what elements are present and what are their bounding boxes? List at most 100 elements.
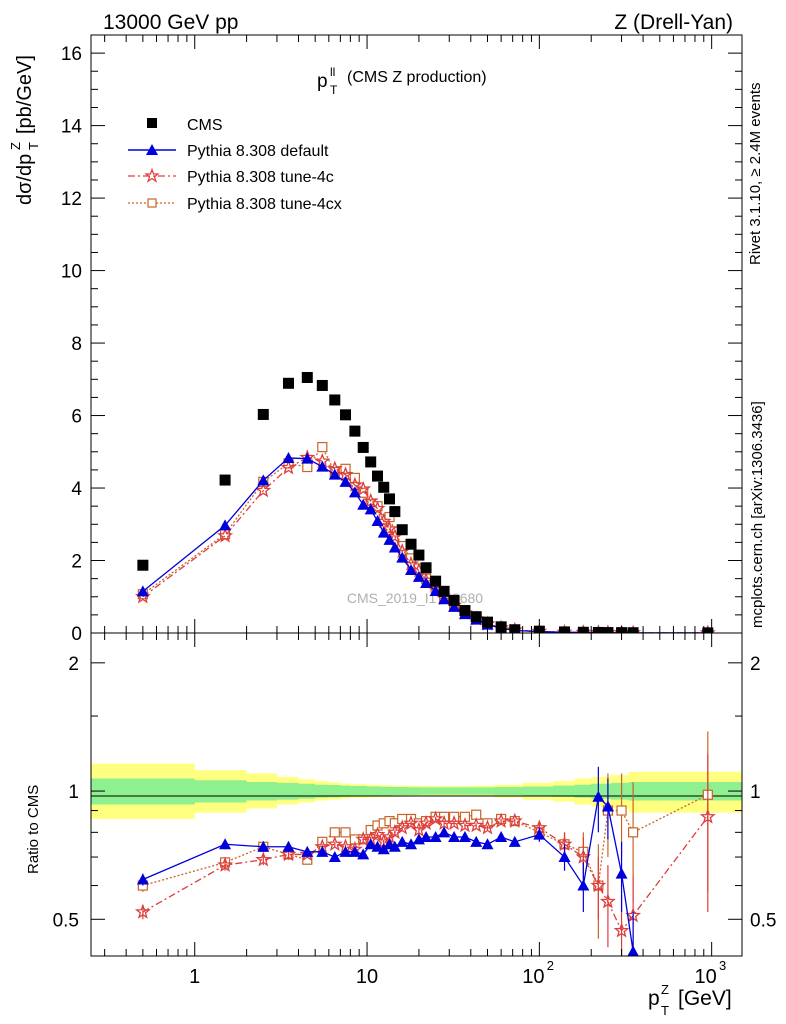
ratio-point-default — [601, 800, 614, 812]
ratio-point-default — [388, 840, 401, 852]
top-point-cms — [329, 394, 341, 406]
top-point-default — [405, 563, 418, 575]
top-point-default — [282, 451, 295, 463]
top-point-tune4c — [355, 480, 372, 496]
xlabel-superscript: Z — [661, 982, 669, 997]
top-point-default — [377, 526, 390, 538]
top-point-cms — [389, 506, 401, 518]
ratio-xtick-exponent: 3 — [719, 958, 726, 973]
ratio-ytick-label-right: 0.5 — [750, 910, 776, 931]
top-point-default — [396, 551, 409, 563]
top-ytick-label: 16 — [61, 44, 82, 65]
top-ytick-label: 2 — [71, 552, 82, 573]
ratio-line-tune4c — [142, 816, 709, 932]
top-ytick-label: 6 — [71, 407, 82, 428]
top-point-default — [420, 576, 433, 588]
top-point-cms — [137, 559, 149, 571]
xlabel-unit: [GeV] — [678, 987, 732, 1010]
top-point-cms — [420, 562, 432, 574]
ratio-point-default — [339, 845, 352, 857]
top-point-cms — [282, 377, 294, 389]
ratio-point-tune4c — [418, 814, 434, 831]
ratio-point-default — [328, 851, 341, 863]
ratio-point-default — [429, 831, 442, 843]
ratio-point-default — [357, 848, 370, 860]
svg-text:p: p — [317, 71, 328, 92]
watermark-label: CMS_2019_I1753680 — [347, 590, 483, 606]
ratio-point-tune4cx — [616, 805, 627, 816]
ratio-point-default — [405, 838, 418, 850]
ylabel-text: dσ/dp — [14, 154, 36, 205]
legend-item-tune4c: Pythia 8.308 tune-4c — [128, 167, 334, 186]
top-ytick-label: 4 — [71, 479, 82, 500]
legend-label-default: Pythia 8.308 default — [187, 143, 329, 160]
ratio-point-default — [136, 873, 149, 885]
ratio-point-default — [508, 835, 521, 847]
ratio-point-tune4c — [369, 826, 386, 842]
ratio-xtick-exponent: 2 — [547, 958, 554, 973]
ratio-point-tune4c — [134, 903, 151, 919]
ratio-xtick-label: 10 — [695, 966, 717, 988]
ratio-point-default — [364, 838, 377, 850]
ratio-point-tune4c — [326, 835, 343, 851]
ratio-band-inner — [91, 778, 742, 805]
top-point-default — [438, 593, 451, 605]
top-ytick-label: 0 — [71, 624, 82, 645]
top-point-default — [257, 474, 270, 486]
ratio-point-default — [533, 828, 546, 840]
ratio-point-default — [577, 879, 590, 891]
legend-label-cms: CMS — [187, 117, 223, 134]
ratio-point-default — [219, 838, 232, 850]
ratio-point-tune4cx — [627, 827, 639, 838]
title-superscript: ll — [330, 65, 335, 79]
top-point-default — [371, 515, 384, 527]
top-point-cms — [372, 470, 384, 482]
ylabel-unit: [pb/GeV] — [14, 55, 36, 134]
legend-label-tune4cx: Pythia 8.308 tune-4cx — [187, 196, 342, 213]
ratio-ytick-label-right: 2 — [750, 654, 761, 675]
ratio-point-tune4c — [217, 856, 234, 872]
side-rivet-label: Rivet 3.1.10, ≥ 2.4M events — [747, 83, 764, 266]
title-text: (CMS Z production) — [347, 69, 487, 86]
top-point-default — [357, 498, 370, 510]
top-point-default — [328, 468, 341, 480]
top-point-cms — [384, 493, 396, 505]
top-point-default — [348, 486, 361, 498]
top-point-cms — [405, 538, 417, 550]
top-point-cms — [470, 611, 482, 623]
top-point-cms — [559, 626, 571, 633]
top-point-tune4cx — [358, 487, 369, 498]
top-point-tune4c — [280, 459, 297, 475]
top-point-cms — [509, 624, 521, 633]
ratio-point-tune4c — [699, 808, 716, 824]
ratio-point-default — [458, 831, 471, 843]
xlabel: p Z T [GeV] — [648, 982, 732, 1018]
top-point-cms — [340, 409, 352, 421]
top-point-cms — [316, 379, 328, 391]
ratio-point-default — [257, 840, 270, 852]
top-point-cms — [219, 474, 231, 486]
ratio-point-default — [377, 843, 390, 855]
ratio-point-default — [282, 840, 295, 852]
top-point-cms — [481, 616, 493, 628]
top-point-tune4c — [381, 520, 398, 536]
top-point-cms — [448, 594, 460, 606]
top-point-default — [388, 541, 401, 553]
top-point-default — [364, 503, 377, 515]
legend-item-cms: CMS — [147, 117, 223, 134]
ratio-point-tune4c — [403, 814, 419, 831]
top-ylabel: dσ/dp Z T [pb/GeV] — [8, 55, 41, 205]
ratio-point-default — [558, 851, 571, 863]
ratio-xtick-label: 10 — [356, 966, 378, 988]
ratio-point-tune4c — [394, 819, 411, 835]
top-point-cms — [577, 626, 589, 633]
top-point-tune4c — [369, 500, 386, 516]
top-point-default — [316, 460, 329, 472]
legend: CMS Pythia 8.308 default Pythia 8.308 tu… — [128, 117, 342, 213]
legend-marker-tune4cx — [147, 198, 157, 208]
top-point-cms — [301, 371, 313, 383]
ratio-point-default — [348, 845, 361, 857]
top-point-default — [301, 452, 314, 464]
ratio-ytick-label: 0.5 — [53, 910, 79, 931]
